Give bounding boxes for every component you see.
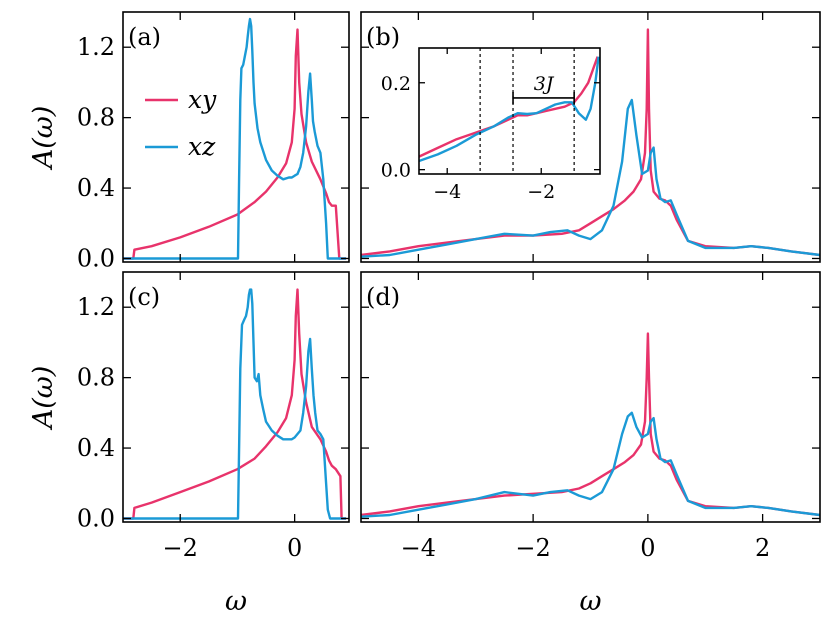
axes-frame — [360, 11, 821, 263]
axes-frame — [122, 11, 350, 263]
series-line-xy — [360, 332, 821, 517]
panel-d: −4 −2 0 2 (d) — [360, 271, 821, 562]
inset-background — [419, 48, 600, 174]
y-tick-label: 0.0 — [77, 244, 115, 272]
annotation-label: 3J — [534, 73, 555, 95]
series-line-xz — [360, 98, 821, 258]
series-line-xy — [360, 28, 821, 257]
axes-frame — [360, 271, 821, 523]
y-axis-label: A(ω) — [28, 366, 59, 432]
axes-frame — [122, 271, 350, 523]
panel-label: (b) — [366, 23, 400, 51]
x-tick-label: 0 — [287, 534, 302, 562]
panel-c: 0.0 0.4 0.8 1.2 −2 0 (c) — [77, 271, 350, 562]
y-tick-label: 0.4 — [77, 174, 115, 202]
panel-a: 0.0 0.4 0.8 1.2 (a) — [77, 11, 350, 272]
series-line-xz — [360, 411, 821, 518]
legend-entry-xz: xz — [188, 132, 216, 161]
series-line-xy — [123, 288, 347, 520]
y-tick-label: 0.4 — [77, 434, 115, 462]
figure-layer: 0.0 0.4 0.8 1.2 (a) (b) 0.0 0.4 0.8 1.2 −2 0 (c) −4 −2… — [28, 11, 821, 617]
x-tick-label: 2 — [755, 534, 770, 562]
y-tick-label: 0.8 — [77, 364, 115, 392]
x-tick-label: −4 — [433, 181, 461, 203]
legend: xy xz — [145, 85, 217, 161]
panel-label: (a) — [128, 23, 161, 51]
x-tick-label: −4 — [401, 534, 436, 562]
series-line-xz — [418, 56, 600, 163]
panel-b-inset: 0.0 0.2 −4 −2 3J — [381, 47, 601, 203]
panel-b: (b) — [360, 11, 821, 263]
x-axis-label: ω — [225, 586, 247, 617]
series-line-xz — [123, 288, 347, 520]
x-tick-label: −2 — [163, 534, 198, 562]
y-tick-label: 0.8 — [77, 104, 115, 132]
panel-label: (c) — [128, 283, 160, 311]
x-tick-label: −2 — [515, 534, 550, 562]
y-tick-label: 1.2 — [77, 293, 115, 321]
y-axis-label: A(ω) — [28, 106, 59, 172]
series-line-xy — [123, 28, 347, 260]
series-line-xz — [123, 17, 347, 260]
panel-label: (d) — [366, 283, 400, 311]
axes-frame — [418, 47, 601, 175]
legend-entry-xy: xy — [188, 85, 217, 114]
y-tick-label: 0.2 — [381, 73, 411, 95]
x-tick-label: −2 — [527, 181, 555, 203]
x-axis-label: ω — [579, 586, 601, 617]
y-tick-label: 0.0 — [381, 160, 411, 182]
y-tick-label: 0.0 — [77, 504, 115, 532]
y-tick-label: 1.2 — [77, 33, 115, 61]
x-tick-label: 0 — [640, 534, 655, 562]
